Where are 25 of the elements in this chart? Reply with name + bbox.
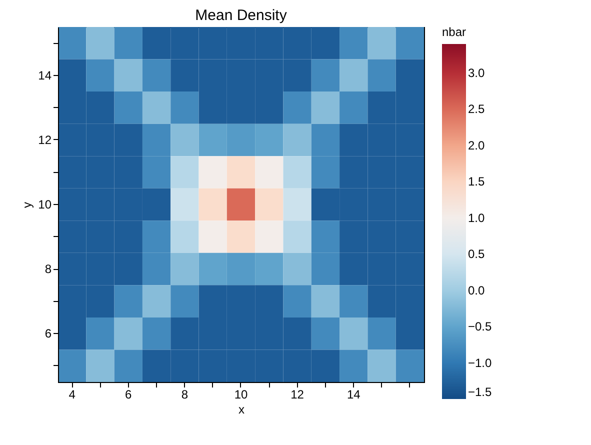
color-bar-label: −0.5 [468, 320, 492, 334]
color-bar-label: 1.5 [468, 174, 486, 189]
color-bar-title: nbar [442, 25, 466, 39]
x-tick-label: 6 [125, 388, 132, 402]
x-tick-label: 10 [234, 388, 248, 402]
x-tick-label: 12 [290, 388, 304, 402]
y-tick-label: 6 [44, 326, 52, 341]
x-axis-title: x [238, 402, 244, 416]
color-bar-label: 0.5 [468, 247, 486, 262]
y-tick-label: 12 [38, 132, 52, 147]
color-bar-label: −1.5 [468, 385, 492, 399]
y-axis-title: y [20, 202, 34, 208]
color-bar-label: 0.0 [468, 283, 486, 298]
color-bar-label: 3.0 [468, 66, 486, 80]
color-bar-label: 2.0 [468, 138, 486, 152]
chart-title: Mean Density [195, 7, 288, 24]
x-tick-label: 14 [346, 388, 361, 402]
x-tick-label: 4 [68, 388, 76, 402]
y-tick-label: 8 [44, 262, 52, 276]
y-tick-label: 14 [38, 68, 52, 82]
color-bar-label: 1.0 [468, 210, 486, 225]
color-bar-label: 2.5 [468, 102, 486, 116]
x-tick-label: 8 [181, 388, 188, 402]
y-tick-label: 10 [38, 198, 52, 212]
color-bar-label: −1.0 [468, 356, 492, 370]
